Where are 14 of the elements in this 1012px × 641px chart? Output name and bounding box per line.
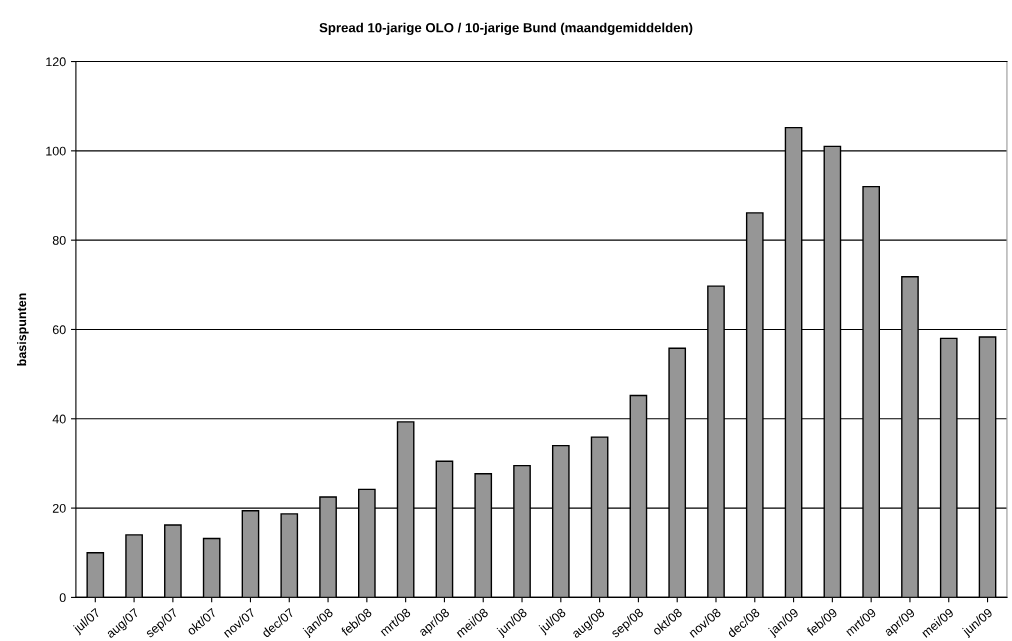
bar (164, 524, 182, 598)
y-tick-label: 40 (52, 414, 66, 424)
bar (125, 534, 143, 598)
y-tick-label: 80 (52, 235, 66, 245)
bar (86, 552, 105, 598)
y-axis-title: basispunten (17, 293, 29, 366)
chart-title: Spread 10-jarige OLO / 10-jarige Bund (maandgemiddelden) (319, 22, 693, 36)
y-tick-label: 120 (46, 57, 66, 67)
y-tick-label: 60 (52, 325, 66, 335)
bar (280, 513, 299, 598)
y-tick-label: 20 (52, 503, 66, 513)
y-tick-label: 0 (59, 593, 66, 603)
y-tick-label: 100 (46, 146, 66, 156)
bar (202, 537, 221, 598)
